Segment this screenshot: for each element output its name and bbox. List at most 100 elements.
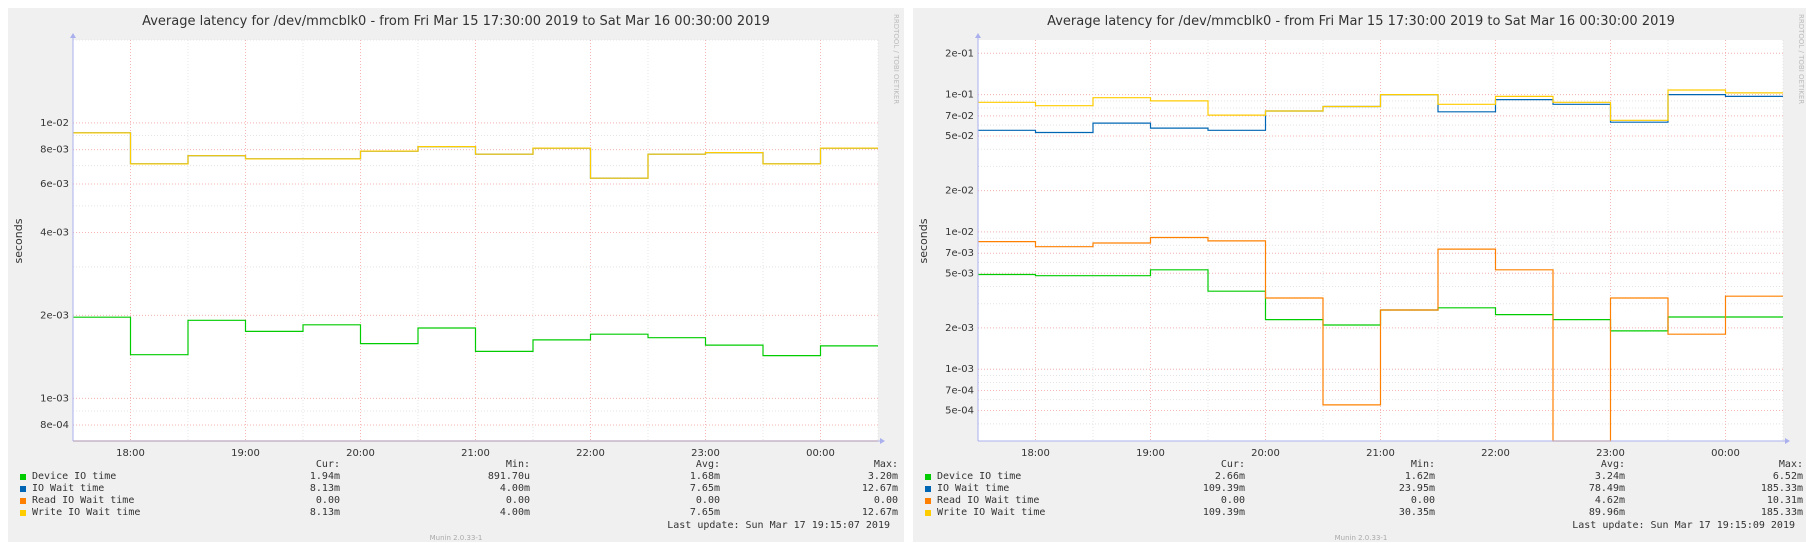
legend-cur: 8.13m: [309, 507, 340, 518]
series-line: [978, 89, 1783, 121]
legend-row-io-wait: IO Wait time 109.39m 23.95m 78.49m 185.3…: [925, 483, 1806, 495]
legend-series-name: Device IO time: [937, 471, 1022, 482]
legend-swatch: [925, 486, 931, 492]
legend-cur: 0.00: [1220, 495, 1245, 506]
legend-cur: 2.66m: [1214, 471, 1245, 482]
y-tick-label: 8e-03: [40, 145, 69, 156]
legend-header-avg: Avg:: [695, 459, 720, 470]
y-tick-label: 5e-02: [945, 131, 974, 142]
legend-row-write-io-wait: Write IO Wait time 109.39m 30.35m 89.96m…: [925, 507, 1806, 519]
x-tick-label: 22:00: [1481, 448, 1510, 459]
x-tick-label: 21:00: [1366, 448, 1395, 459]
legend-header-max: Max:: [1778, 459, 1803, 470]
munin-version: Munin 2.0.33-1: [1334, 534, 1388, 542]
x-axis-arrow: [1785, 438, 1790, 444]
x-tick-label: 23:00: [691, 448, 720, 459]
y-axis-label: seconds: [12, 218, 25, 263]
x-tick-label: 20:00: [346, 448, 375, 459]
y-tick-label: 8e-04: [40, 420, 69, 431]
y-axis-label: seconds: [917, 218, 930, 263]
legend-swatch: [20, 474, 26, 480]
legend-avg: 78.49m: [1588, 483, 1625, 494]
series-line: [73, 132, 878, 179]
legend-header-min: Min:: [1410, 459, 1435, 470]
legend-avg: 3.24m: [1594, 471, 1625, 482]
x-tick-label: 19:00: [1136, 448, 1165, 459]
legend-max: 0.00: [873, 495, 898, 506]
y-tick-label: 1e-01: [945, 90, 974, 101]
legend-max: 12.67m: [861, 483, 898, 494]
legend-max: 10.31m: [1766, 495, 1803, 506]
legend-avg: 4.62m: [1594, 495, 1625, 506]
legend-avg: 1.68m: [689, 471, 720, 482]
legend-max: 185.33m: [1760, 483, 1803, 494]
latency-graph-left: 1e-02 8e-03 6e-03 4e-03 2e-03 1e-03 8e-04 18:00…: [8, 8, 904, 542]
latency-plot-left: 1e-02 8e-03 6e-03 4e-03 2e-03 1e-03 8e-04 18:00…: [12, 14, 900, 459]
legend-min: 0.00: [505, 495, 530, 506]
y-tick-label: 1e-02: [40, 118, 69, 129]
legend-swatch: [20, 498, 26, 504]
x-tick-label: 22:00: [576, 448, 605, 459]
series-line: [73, 316, 878, 357]
legend-min: 4.00m: [499, 483, 530, 494]
legend-swatch: [925, 474, 931, 480]
legend-swatch: [20, 510, 26, 516]
y-tick-label: 5e-03: [945, 268, 974, 279]
legend-series-name: IO Wait time: [937, 483, 1010, 494]
y-tick-label: 7e-04: [945, 385, 974, 396]
y-tick-label: 6e-03: [40, 179, 69, 190]
series-line: [978, 236, 1783, 442]
legend-avg: 89.96m: [1588, 507, 1625, 518]
legend-cur: 1.94m: [309, 471, 340, 482]
legend-swatch: [925, 498, 931, 504]
legend-header-max: Max:: [873, 459, 898, 470]
legend-min: 1.62m: [1404, 471, 1435, 482]
y-axis-arrow: [975, 33, 981, 38]
legend-avg: 7.65m: [689, 507, 720, 518]
x-tick-label: 21:00: [461, 448, 490, 459]
last-update: Last update: Sun Mar 17 19:15:07 2019: [667, 520, 890, 531]
munin-version: Munin 2.0.33-1: [429, 534, 483, 542]
legend-row-write-io-wait: Write IO Wait time 8.13m 4.00m 7.65m 12.…: [20, 507, 902, 519]
legend-max: 3.20m: [867, 471, 898, 482]
legend-avg: 7.65m: [689, 483, 720, 494]
legend-cur: 0.00: [315, 495, 340, 506]
y-tick-label: 1e-03: [40, 393, 69, 404]
y-tick-label: 7e-02: [945, 111, 974, 122]
legend-swatch: [925, 510, 931, 516]
legend-table: Cur: Min: Avg: Max: Device IO time 1.94m…: [20, 459, 902, 531]
last-update: Last update: Sun Mar 17 19:15:09 2019: [1572, 520, 1795, 531]
x-axis-arrow: [880, 438, 885, 444]
x-tick-label: 23:00: [1596, 448, 1625, 459]
legend-row-device-io: Device IO time 1.94m 891.70u 1.68m 3.20m: [20, 471, 902, 483]
latency-plot-right: 2e-01 1e-01 7e-02 5e-02 2e-02 1e-02 7e-03 5e-03…: [917, 14, 1805, 459]
x-tick-label: 00:00: [1711, 448, 1740, 459]
legend-max: 185.33m: [1760, 507, 1803, 518]
y-tick-label: 2e-03: [945, 323, 974, 334]
legend-header-cur: Cur:: [1220, 459, 1245, 470]
y-tick-label: 2e-03: [40, 310, 69, 321]
y-tick-label: 1e-02: [945, 227, 974, 238]
y-tick-label: 5e-04: [945, 406, 974, 417]
rrdtool-watermark: RRDTOOL / TOBI OETIKER: [892, 14, 900, 104]
chart-title: Average latency for /dev/mmcblk0 - from …: [142, 14, 770, 29]
legend-max: 12.67m: [861, 507, 898, 518]
y-axis-arrow: [70, 33, 76, 38]
legend-max: 6.52m: [1772, 471, 1803, 482]
legend-row-read-io-wait: Read IO Wait time 0.00 0.00 4.62m 10.31m: [925, 495, 1806, 507]
x-tick-label: 19:00: [231, 448, 260, 459]
legend-swatch: [20, 486, 26, 492]
x-tick-label: 18:00: [116, 448, 145, 459]
legend-series-name: IO Wait time: [32, 483, 105, 494]
legend-header: Cur: Min: Avg: Max:: [925, 459, 1806, 471]
legend-table: Cur: Min: Avg: Max: Device IO time 2.66m…: [925, 459, 1806, 531]
legend-series-name: Read IO Wait time: [32, 495, 135, 506]
legend-header-cur: Cur:: [315, 459, 340, 470]
y-tick-label: 2e-02: [945, 186, 974, 197]
legend-series-name: Read IO Wait time: [937, 495, 1040, 506]
legend-row-read-io-wait: Read IO Wait time 0.00 0.00 0.00 0.00: [20, 495, 902, 507]
y-tick-label: 2e-01: [945, 48, 974, 59]
x-tick-label: 00:00: [806, 448, 835, 459]
legend-header: Cur: Min: Avg: Max:: [20, 459, 902, 471]
chart-title: Average latency for /dev/mmcblk0 - from …: [1047, 14, 1675, 29]
